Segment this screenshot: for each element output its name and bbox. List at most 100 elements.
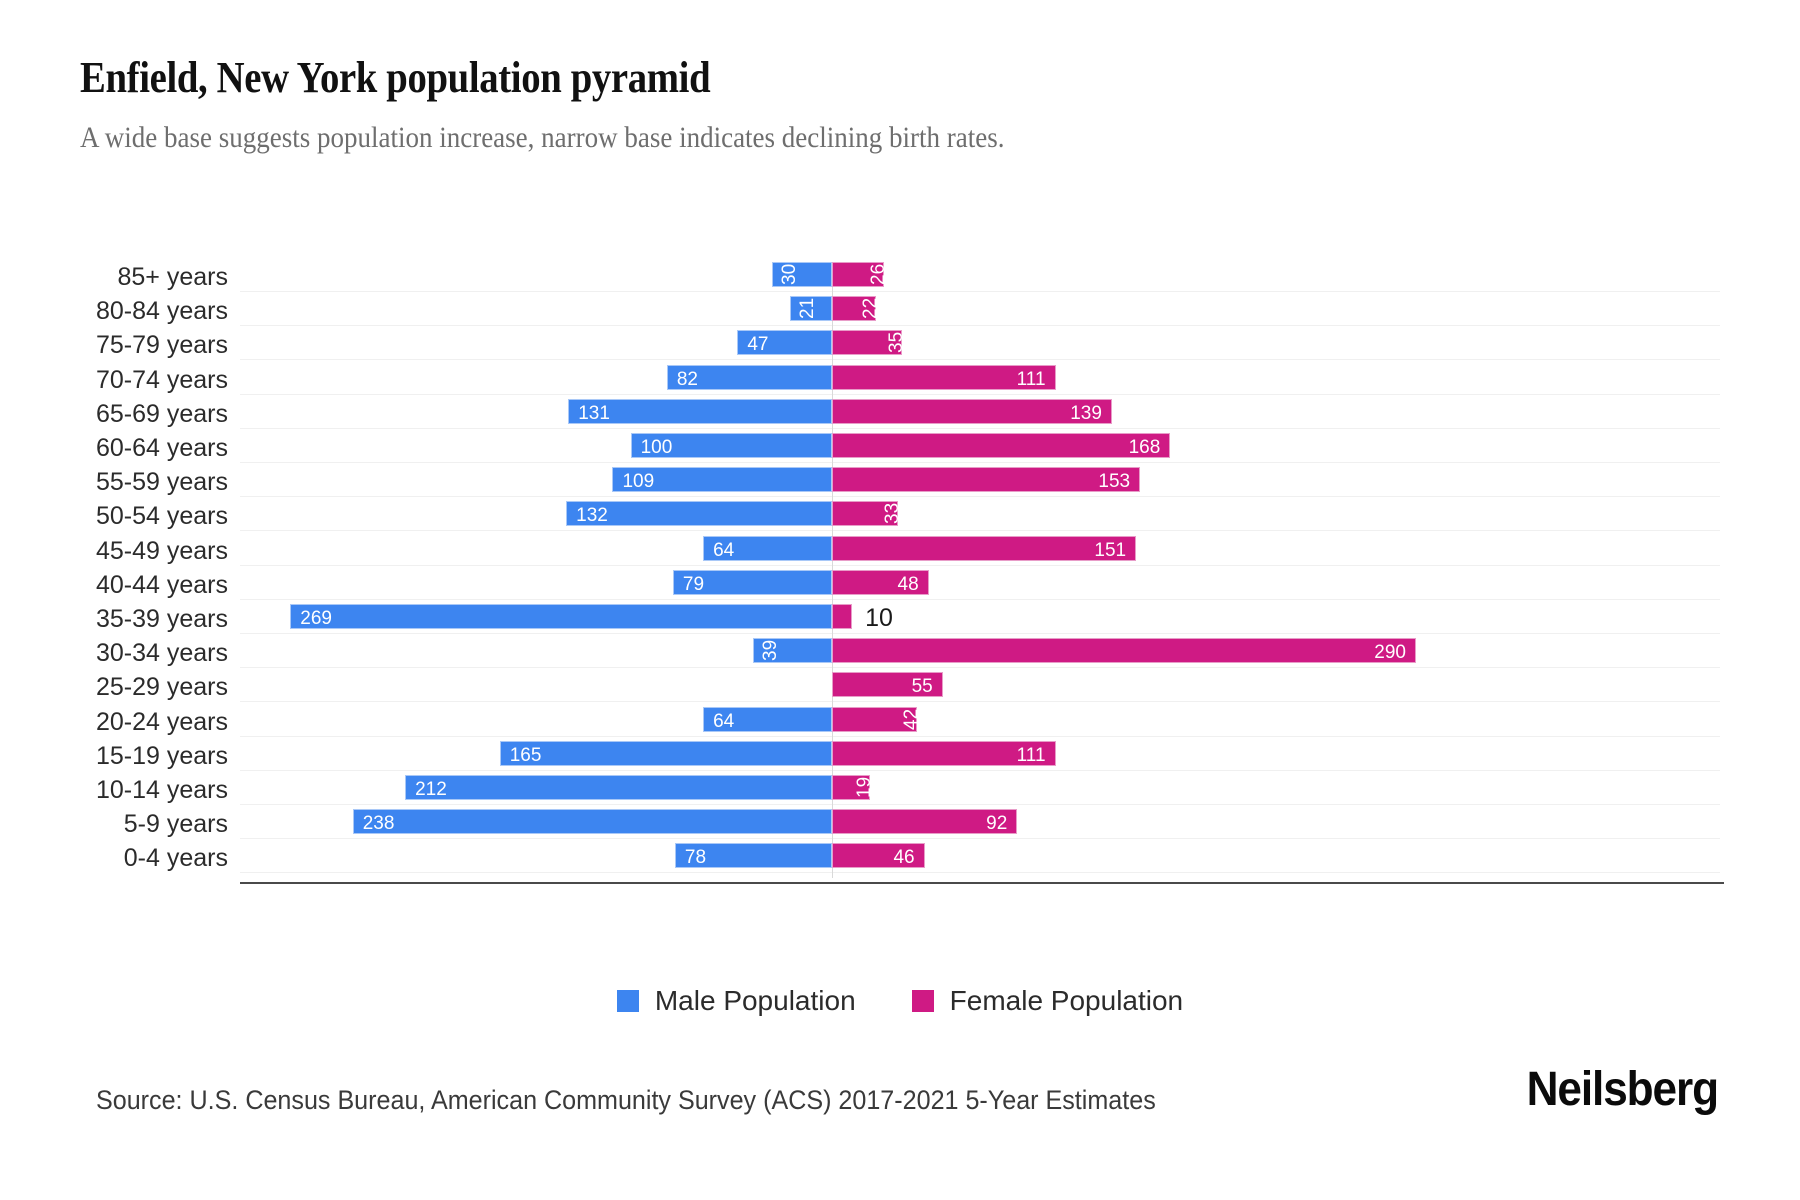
bar-male[interactable]: 131 <box>568 398 832 424</box>
bar-value-female: 48 <box>897 573 919 595</box>
bar-value-male: 109 <box>622 471 655 493</box>
bar-male[interactable]: 165 <box>499 740 832 766</box>
chart-row: 45-49 years 64 151 <box>0 535 1800 565</box>
gridline <box>240 838 1720 840</box>
chart-row: 40-44 years 79 48 <box>0 569 1800 599</box>
gridline <box>240 872 1720 874</box>
chart-row: 65-69 years 131 139 <box>0 398 1800 428</box>
source-note: Source: U.S. Census Bureau, American Com… <box>96 1085 1156 1115</box>
bar-value-female: 10 <box>865 604 893 632</box>
gridlines <box>0 262 1800 912</box>
bar-male[interactable]: 21 <box>789 296 832 322</box>
bar-male[interactable]: 64 <box>703 706 832 732</box>
chart-row: 15-19 years 165 111 <box>0 740 1800 770</box>
bars-container: 85+ years 30 26 80-84 years 21 22 75-79 years 4… <box>0 262 1800 912</box>
bar-male[interactable]: 100 <box>630 433 832 458</box>
bar-value-female: 290 <box>1374 642 1406 664</box>
bar-value-male: 238 <box>362 813 395 835</box>
legend-label-female: Female Population <box>949 985 1184 1016</box>
chart-legend: Male Population Female Population <box>0 985 1800 1017</box>
bar-value-male: 64 <box>713 710 735 732</box>
bar-female[interactable]: 151 <box>832 535 1137 561</box>
bar-female[interactable]: 46 <box>832 843 925 869</box>
bar-female[interactable]: 10 <box>832 604 893 631</box>
page-title: Enfield, New York population pyramid <box>80 53 711 102</box>
bar-value-male: 47 <box>747 334 769 356</box>
bar-value-male: 269 <box>300 608 332 629</box>
bar-male[interactable]: 47 <box>737 330 832 356</box>
bar-female[interactable]: 290 <box>832 638 1416 664</box>
bar-female[interactable]: 139 <box>832 398 1112 424</box>
bottom-axis <box>240 881 1724 884</box>
chart-plot-area: 85+ years 30 26 80-84 years 21 22 75-79 years 4… <box>0 262 1800 912</box>
gridline <box>240 633 1720 634</box>
legend-swatch-male-icon <box>616 990 639 1012</box>
bar-male[interactable]: 212 <box>405 775 832 800</box>
bar-male[interactable]: 64 <box>703 535 832 561</box>
chart-row: 30-34 years 39 290 <box>0 638 1800 667</box>
bar-value-female: 33 <box>882 503 904 525</box>
bar-male[interactable]: 238 <box>352 809 832 835</box>
age-group-label: 30-34 years <box>95 639 228 668</box>
bar-value-male: 212 <box>415 779 447 800</box>
bar-value-female: 46 <box>893 847 915 869</box>
bar-female[interactable]: 48 <box>832 569 929 595</box>
bar-value-male: 132 <box>576 505 608 527</box>
gridline <box>240 804 1720 805</box>
bar-value-female: 19 <box>854 776 876 798</box>
bar-value-female: 92 <box>986 813 1008 835</box>
gridline <box>240 359 1720 361</box>
bar-male[interactable]: 79 <box>672 569 832 595</box>
age-group-label: 55-59 years <box>95 468 228 497</box>
bar-male[interactable]: 82 <box>666 364 832 390</box>
age-group-label: 75-79 years <box>95 331 228 360</box>
age-group-label: 45-49 years <box>95 536 228 565</box>
age-group-label: 20-24 years <box>95 707 228 736</box>
gridline <box>240 598 1720 600</box>
bar-value-male: 79 <box>682 573 705 595</box>
gridline <box>240 667 1720 669</box>
age-group-label: 25-29 years <box>95 673 228 702</box>
legend-item-male[interactable]: Male Population <box>616 985 856 1017</box>
bar-value-female: 55 <box>911 676 933 698</box>
bar-female[interactable]: 42 <box>832 706 922 732</box>
bar-male[interactable]: 78 <box>674 843 832 869</box>
bar-male[interactable]: 132 <box>566 501 832 527</box>
bar-female[interactable]: 22 <box>832 296 881 322</box>
chart-row: 75-79 years 47 35 <box>0 330 1800 359</box>
bar-female[interactable]: 111 <box>832 740 1056 766</box>
age-group-label: 5-9 years <box>123 810 228 839</box>
bar-female[interactable]: 33 <box>832 501 903 527</box>
gridline <box>240 496 1720 498</box>
bar-value-female: 111 <box>1016 744 1046 766</box>
bar-female[interactable]: 35 <box>832 330 907 356</box>
bar-female[interactable]: 26 <box>832 262 889 287</box>
bar-male[interactable]: 269 <box>290 604 832 629</box>
bar-value-male: 82 <box>676 368 698 390</box>
gridline <box>240 701 1720 703</box>
bar-value-male: 165 <box>509 744 542 766</box>
gridline <box>240 291 1720 292</box>
bar-female[interactable]: 111 <box>832 364 1056 390</box>
age-group-label: 80-84 years <box>95 297 228 326</box>
legend-item-female[interactable]: Female Population <box>911 985 1184 1017</box>
bar-female[interactable]: 153 <box>832 467 1141 493</box>
gridline <box>240 735 1720 737</box>
chart-row: 20-24 years 64 42 <box>0 706 1800 736</box>
bar-value-male: 39 <box>760 640 782 662</box>
bar-value-female: 153 <box>1098 471 1131 493</box>
bar-male[interactable]: 30 <box>771 262 832 287</box>
age-group-label: 15-19 years <box>95 741 228 770</box>
bar-female[interactable]: 168 <box>832 433 1171 458</box>
bar-value-female: 22 <box>860 298 882 320</box>
bar-female[interactable]: 92 <box>832 809 1018 835</box>
bar-male[interactable]: 109 <box>612 467 832 493</box>
chart-row: 0-4 years 78 46 <box>0 843 1800 872</box>
chart-row: 85+ years 30 26 <box>0 262 1800 291</box>
chart-row: 25-29 years 55 <box>0 672 1800 701</box>
bar-female[interactable]: 55 <box>832 672 943 698</box>
bar-male[interactable]: 39 <box>753 638 832 664</box>
chart-row: 60-64 years 100 168 <box>0 433 1800 462</box>
bar-female[interactable]: 19 <box>832 775 875 800</box>
chart-row: 55-59 years 109 153 <box>0 467 1800 496</box>
